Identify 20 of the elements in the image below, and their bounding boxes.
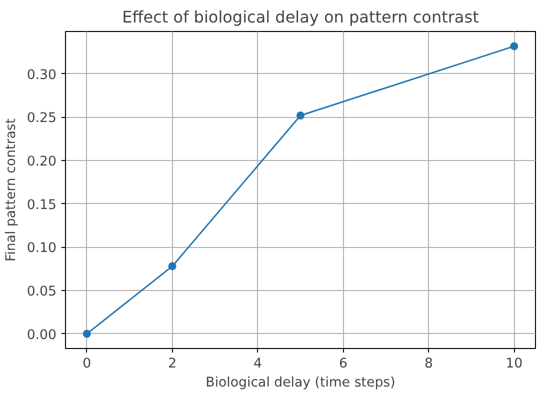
x-tick-label: 8 — [424, 356, 433, 372]
x-tick-label: 4 — [254, 356, 262, 372]
x-tick-label: 6 — [338, 356, 348, 372]
x-tick-label: 0 — [82, 356, 92, 372]
x-axis-title: Biological delay (time steps) — [206, 376, 396, 390]
y-axis-title: Final pattern contrast — [4, 118, 19, 262]
point — [168, 262, 176, 270]
y-tick-label: 0.30 — [26, 68, 57, 83]
y-tick-label: 0.05 — [26, 284, 57, 300]
y-tick-label: 0.15 — [26, 198, 57, 213]
chart-title: Effect of biological delay on pattern contrast — [122, 8, 479, 26]
point — [82, 330, 91, 338]
y-tick-label: 0.00 — [26, 328, 57, 343]
point — [510, 42, 518, 50]
y-tick-label: 0.10 — [26, 241, 57, 256]
point — [296, 112, 304, 120]
y-tick-label: 0.20 — [26, 154, 57, 170]
x-tick-label: 10 — [506, 356, 523, 372]
x-tick-label: 2 — [168, 356, 177, 372]
y-tick-label: 0.25 — [26, 111, 57, 126]
